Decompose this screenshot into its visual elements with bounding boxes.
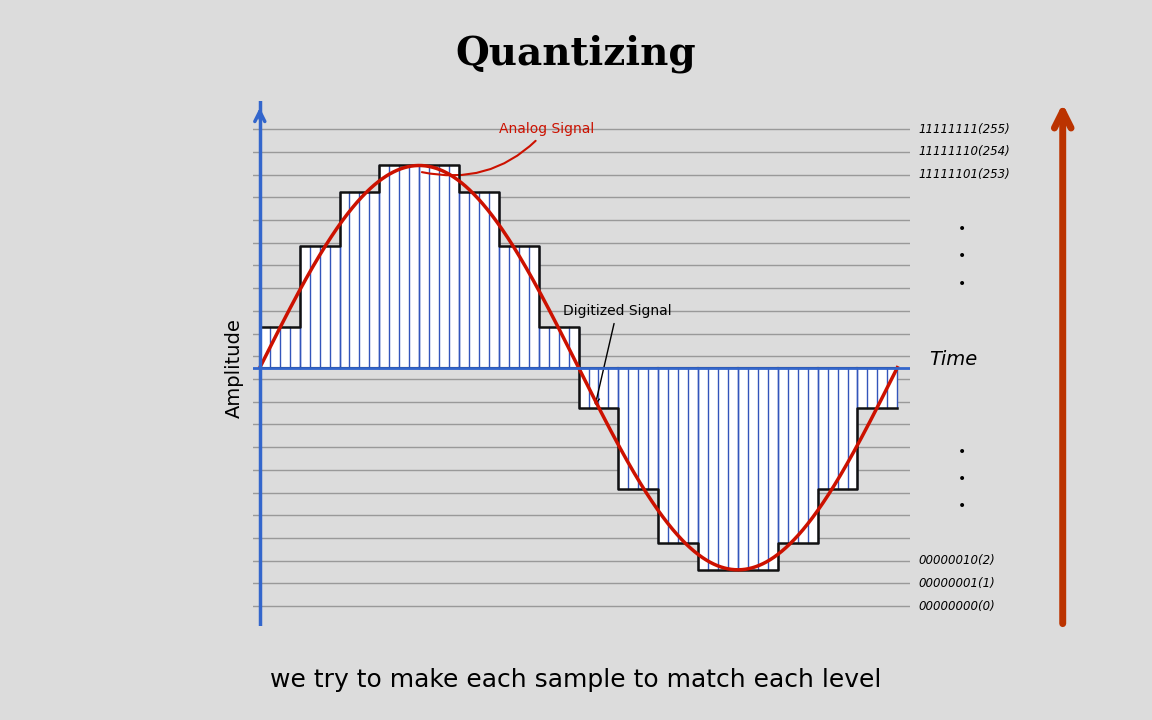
Text: Analog Signal: Analog Signal <box>422 122 594 176</box>
Bar <box>499 246 539 368</box>
Text: 11111101(253): 11111101(253) <box>918 168 1010 181</box>
Bar <box>778 368 818 543</box>
Text: Digitized Signal: Digitized Signal <box>562 304 672 404</box>
Bar <box>379 166 419 368</box>
Bar <box>619 368 658 489</box>
Bar <box>818 368 857 489</box>
Text: we try to make each sample to match each level: we try to make each sample to match each… <box>271 668 881 693</box>
Text: 11111111(255): 11111111(255) <box>918 122 1010 135</box>
Bar <box>738 368 778 570</box>
Bar <box>539 327 578 368</box>
Text: •: • <box>957 222 967 236</box>
Text: •: • <box>957 249 967 264</box>
Text: 00000000(0): 00000000(0) <box>918 600 995 613</box>
Bar <box>340 192 379 368</box>
Bar <box>419 166 458 368</box>
Text: •: • <box>957 499 967 513</box>
Text: 00000010(2): 00000010(2) <box>918 554 995 567</box>
Text: Time: Time <box>930 350 977 369</box>
Bar <box>578 368 619 408</box>
Text: •: • <box>957 445 967 459</box>
Bar <box>698 368 738 570</box>
Bar <box>458 192 499 368</box>
Text: Quantizing: Quantizing <box>456 35 696 73</box>
Text: •: • <box>957 472 967 486</box>
Text: 11111110(254): 11111110(254) <box>918 145 1010 158</box>
Text: •: • <box>957 276 967 291</box>
Bar <box>260 327 300 368</box>
Bar <box>300 246 340 368</box>
Bar <box>857 368 897 408</box>
Bar <box>658 368 698 543</box>
Text: Amplitude: Amplitude <box>225 318 244 418</box>
Text: 00000001(1): 00000001(1) <box>918 577 995 590</box>
